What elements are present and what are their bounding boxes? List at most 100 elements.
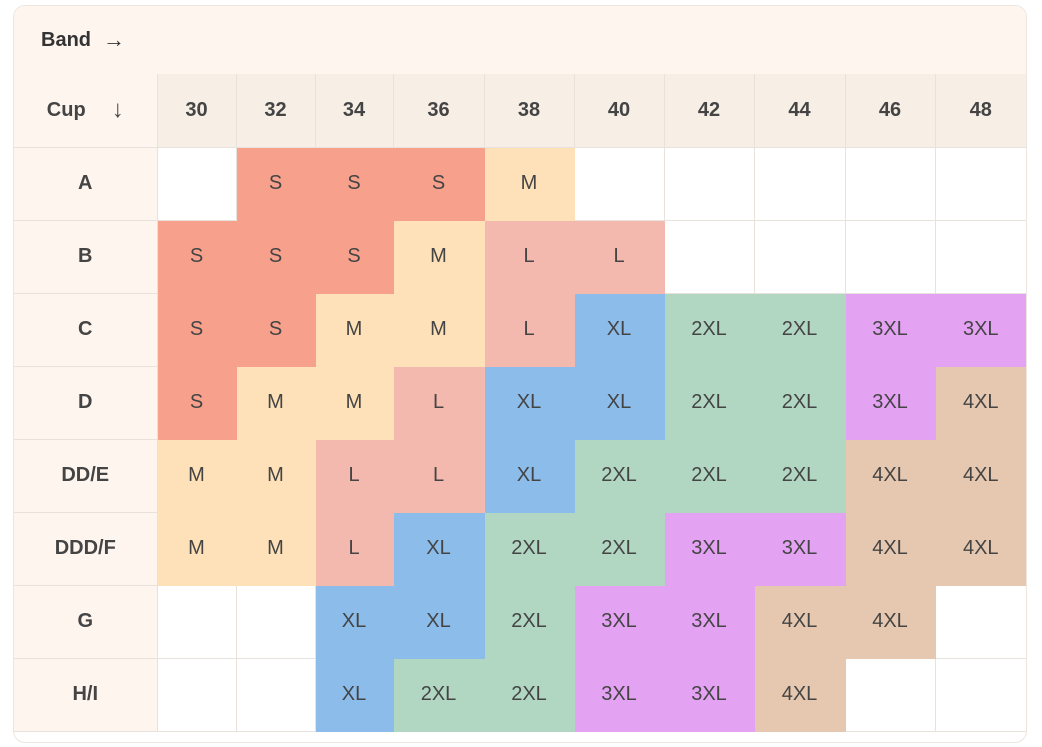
size-cell: S [156, 292, 237, 367]
size-cell [663, 146, 755, 221]
size-cell [934, 657, 1026, 732]
size-cell: 4XL [753, 584, 846, 659]
band-size-header-row: Cup ↓ 30 32 34 36 38 40 42 44 46 48 [14, 74, 1026, 148]
cup-h-i-header: H/I [14, 657, 158, 732]
size-cell: L [392, 365, 485, 440]
size-cell [156, 146, 237, 221]
size-cell: L [573, 219, 665, 294]
size-cell: XL [483, 365, 575, 440]
size-cell: L [483, 292, 575, 367]
size-cell: M [483, 146, 575, 221]
size-cell: 2XL [753, 438, 846, 513]
size-cell: S [235, 146, 316, 221]
size-cell: 4XL [844, 584, 936, 659]
table-row: G XL XL 2XL 3XL 3XL 4XL 4XL [14, 584, 1026, 659]
size-cell: 2XL [573, 438, 665, 513]
band-42-header: 42 [663, 74, 755, 148]
cup-dd-e-header: DD/E [14, 438, 158, 513]
size-cell [235, 584, 316, 659]
cup-d-header: D [14, 365, 158, 440]
cup-b-header: B [14, 219, 158, 294]
size-cell: XL [392, 511, 485, 586]
size-cell: 3XL [934, 292, 1026, 367]
table-row: A S S S M [14, 146, 1026, 221]
band-40-header: 40 [573, 74, 665, 148]
size-cell [753, 146, 846, 221]
size-cell [934, 584, 1026, 659]
band-36-header: 36 [392, 74, 485, 148]
band-48-header: 48 [934, 74, 1026, 148]
size-cell: M [314, 292, 394, 367]
size-cell: XL [314, 584, 394, 659]
size-cell: L [314, 438, 394, 513]
size-cell: M [235, 365, 316, 440]
size-cell: 3XL [573, 584, 665, 659]
size-cell [844, 146, 936, 221]
size-cell: 2XL [753, 365, 846, 440]
size-cell [934, 219, 1026, 294]
size-cell: S [314, 219, 394, 294]
size-cell: 4XL [934, 438, 1026, 513]
cup-c-header: C [14, 292, 158, 367]
size-cell: M [392, 292, 485, 367]
size-cell: S [156, 365, 237, 440]
down-arrow-icon: ↓ [111, 96, 124, 124]
cup-ddd-f-header: DDD/F [14, 511, 158, 586]
size-cell: 4XL [934, 511, 1026, 586]
size-cell: 2XL [392, 657, 485, 732]
cup-g-header: G [14, 584, 158, 659]
band-header-row: Band → [14, 6, 1026, 75]
size-cell [663, 219, 755, 294]
size-cell: M [235, 511, 316, 586]
size-cell [844, 657, 936, 732]
cup-axis-header: Cup ↓ [14, 74, 158, 148]
size-cell: XL [392, 584, 485, 659]
size-cell: M [156, 438, 237, 513]
size-cell: M [235, 438, 316, 513]
size-cell: 2XL [753, 292, 846, 367]
size-cell: 2XL [663, 438, 755, 513]
size-cell: 3XL [663, 511, 755, 586]
size-cell: S [314, 146, 394, 221]
size-cell: 4XL [934, 365, 1026, 440]
band-34-header: 34 [314, 74, 394, 148]
size-cell: 3XL [753, 511, 846, 586]
size-cell [156, 657, 237, 732]
size-cell [156, 584, 237, 659]
size-cell: L [483, 219, 575, 294]
size-cell: 3XL [844, 292, 936, 367]
size-cell: 3XL [844, 365, 936, 440]
size-cell [844, 219, 936, 294]
size-cell: S [392, 146, 485, 221]
size-cell [753, 219, 846, 294]
cup-a-header: A [14, 147, 158, 221]
band-38-header: 38 [483, 74, 575, 148]
size-cell: XL [573, 365, 665, 440]
size-cell: S [235, 292, 316, 367]
band-44-header: 44 [753, 74, 846, 148]
size-cell: 3XL [663, 657, 755, 732]
table-row: DDD/F M M L XL 2XL 2XL 3XL 3XL 4XL 4XL [14, 511, 1026, 586]
size-cell: L [314, 511, 394, 586]
table-row: D S M M L XL XL 2XL 2XL 3XL 4XL [14, 365, 1026, 440]
band-32-header: 32 [235, 74, 316, 148]
table-row: H/I XL 2XL 2XL 3XL 3XL 4XL [14, 657, 1026, 732]
size-cell: M [314, 365, 394, 440]
size-cell: 2XL [483, 511, 575, 586]
size-cell: S [156, 219, 237, 294]
size-cell [573, 146, 665, 221]
band-46-header: 46 [844, 74, 936, 148]
size-cell: 3XL [663, 584, 755, 659]
size-cell: L [392, 438, 485, 513]
band-30-header: 30 [156, 74, 237, 148]
size-cell: 2XL [663, 365, 755, 440]
table-row: DD/E M M L L XL 2XL 2XL 2XL 4XL 4XL [14, 438, 1026, 513]
band-label: Band [41, 28, 91, 51]
size-cell: 2XL [483, 657, 575, 732]
right-arrow-icon: → [103, 27, 125, 52]
table-row: B S S S M L L [14, 219, 1026, 294]
size-grid: Cup ↓ 30 32 34 36 38 40 42 44 46 48 A S [14, 74, 1026, 732]
size-cell: XL [573, 292, 665, 367]
size-cell: M [392, 219, 485, 294]
size-cell: 2XL [663, 292, 755, 367]
